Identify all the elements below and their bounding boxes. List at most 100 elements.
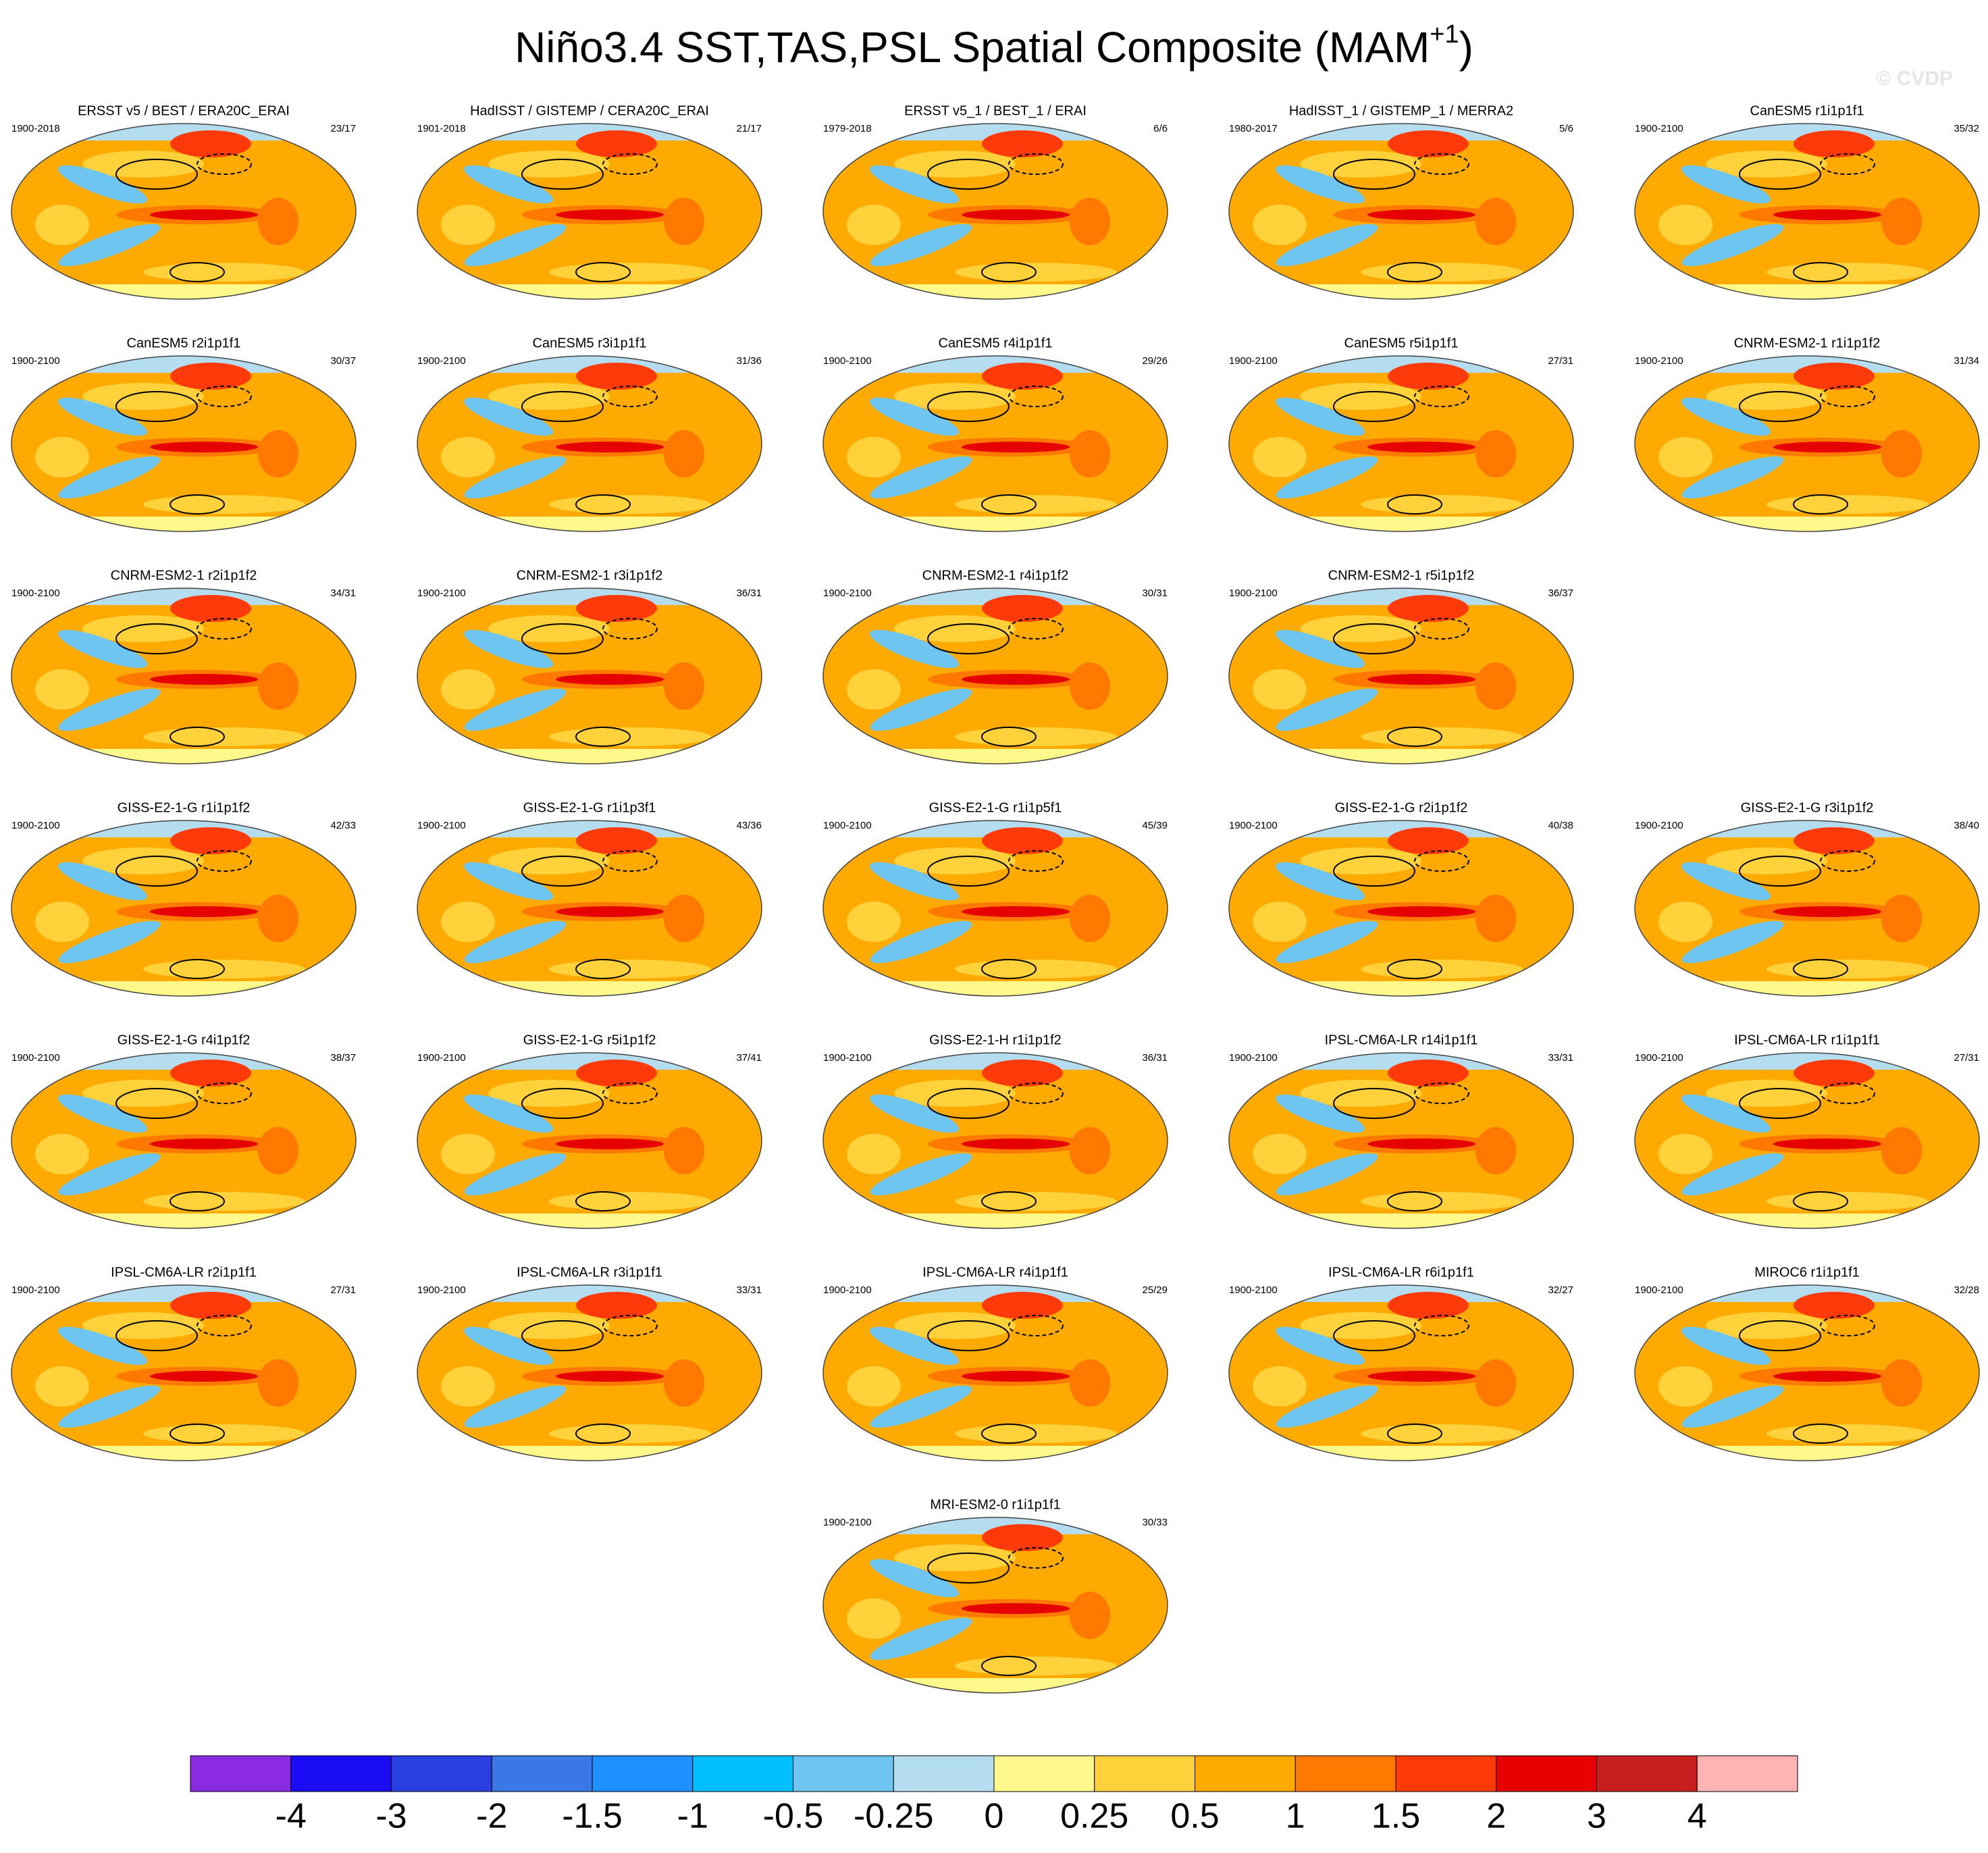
map xyxy=(1631,1049,1983,1234)
panel-period: 1900-2100 xyxy=(417,355,466,367)
map xyxy=(820,120,1171,305)
panel-title: CanESM5 r3i1p1f1 xyxy=(533,336,647,350)
panel-title: ERSST v5_1 / BEST_1 / ERAI xyxy=(904,103,1087,118)
map-panel: CanESM5 r4i1p1f1 1900-2100 29/26 xyxy=(820,336,1171,537)
panel-count: 27/31 xyxy=(1954,1052,1979,1064)
panel-count: 35/32 xyxy=(1954,123,1979,134)
panel-title: CNRM-ESM2-1 r4i1p1f2 xyxy=(922,568,1069,583)
title-main: Niño3.4 SST,TAS,PSL Spatial Composite (M… xyxy=(515,23,1430,72)
panel-count: 6/6 xyxy=(1153,123,1168,134)
panel-count: 27/31 xyxy=(1548,355,1573,367)
map-panel: MIROC6 r1i1p1f1 1900-2100 32/28 xyxy=(1631,1265,1983,1466)
panel-period: 1900-2100 xyxy=(1635,1284,1683,1296)
map xyxy=(1226,817,1577,1001)
colorbar-box xyxy=(993,1755,1095,1792)
panel-period: 1900-2100 xyxy=(1635,123,1683,134)
panel-period: 1979-2018 xyxy=(823,123,872,134)
colorbar-label: 4 xyxy=(1688,1797,1707,1836)
panel-period: 1900-2100 xyxy=(11,820,60,831)
colorbar-box xyxy=(190,1755,292,1792)
map-panel: GISS-E2-1-G r4i1p1f2 1900-2100 38/37 xyxy=(8,1033,359,1234)
map-panel: IPSL-CM6A-LR r2i1p1f1 1900-2100 27/31 xyxy=(8,1265,359,1466)
panel-title: CanESM5 r2i1p1f1 xyxy=(127,336,241,350)
panel-count: 36/31 xyxy=(1142,1052,1168,1064)
panel-period: 1900-2100 xyxy=(1229,355,1278,367)
panel-count: 34/31 xyxy=(330,588,356,599)
map xyxy=(414,353,765,537)
map-panel: GISS-E2-1-G r1i1p3f1 1900-2100 43/36 xyxy=(414,800,765,1001)
panel-count: 32/27 xyxy=(1548,1284,1573,1296)
map xyxy=(1226,585,1577,769)
colorbar-box xyxy=(592,1755,694,1792)
panel-count: 45/39 xyxy=(1142,820,1168,831)
map xyxy=(1226,353,1577,537)
panel-period: 1900-2018 xyxy=(11,123,60,134)
panel-title: CanESM5 r1i1p1f1 xyxy=(1750,103,1864,118)
map-panel: CNRM-ESM2-1 r5i1p1f2 1900-2100 36/37 xyxy=(1226,568,1577,769)
colorbar-label: -4 xyxy=(276,1797,307,1836)
panel-period: 1900-2100 xyxy=(1635,820,1683,831)
colorbar-box xyxy=(1596,1755,1698,1792)
map-panel: ERSST v5 / BEST / ERA20C_ERAI 1900-2018 23… xyxy=(8,103,359,305)
map-panel: GISS-E2-1-G r2i1p1f2 1900-2100 40/38 xyxy=(1226,800,1577,1001)
panel-count: 37/41 xyxy=(736,1052,762,1064)
map xyxy=(1226,1049,1577,1234)
panel-period: 1900-2100 xyxy=(823,1052,872,1064)
map-panel: CNRM-ESM2-1 r4i1p1f2 1900-2100 30/31 xyxy=(820,568,1171,769)
panel-count: 33/31 xyxy=(736,1284,762,1296)
map xyxy=(1631,1282,1983,1466)
colorbar-box xyxy=(1395,1755,1497,1792)
colorbar-box xyxy=(692,1755,793,1792)
panel-count: 38/37 xyxy=(330,1052,356,1064)
colorbar-label: 0.5 xyxy=(1170,1797,1219,1836)
panel-period: 1900-2100 xyxy=(1229,1284,1278,1296)
colorbar-box xyxy=(893,1755,995,1792)
panel-period: 1900-2100 xyxy=(823,1517,872,1528)
panel-period: 1900-2100 xyxy=(11,1284,60,1296)
panel-count: 33/31 xyxy=(1548,1052,1573,1064)
panel-count: 30/31 xyxy=(1142,588,1168,599)
panel-period: 1900-2100 xyxy=(823,1284,872,1296)
panel-period: 1900-2100 xyxy=(11,355,60,367)
panel-count: 27/31 xyxy=(330,1284,356,1296)
map xyxy=(1631,817,1983,1001)
panel-count: 29/26 xyxy=(1142,355,1168,367)
map-panel: GISS-E2-1-G r1i1p5f1 1900-2100 45/39 xyxy=(820,800,1171,1001)
map xyxy=(8,353,359,537)
map xyxy=(1631,353,1983,537)
title-superscript: +1 xyxy=(1430,20,1459,49)
panel-title: CNRM-ESM2-1 r3i1p1f2 xyxy=(517,568,663,583)
panel-title: HadISST_1 / GISTEMP_1 / MERRA2 xyxy=(1289,103,1513,118)
map xyxy=(820,817,1171,1001)
panel-period: 1900-2100 xyxy=(1635,1052,1683,1064)
chart-title: Niño3.4 SST,TAS,PSL Spatial Composite (M… xyxy=(515,20,1473,72)
map-panel: GISS-E2-1-H r1i1p1f2 1900-2100 36/31 xyxy=(820,1033,1171,1234)
colorbar-label: -2 xyxy=(476,1797,507,1836)
panel-title: GISS-E2-1-G r1i1p5f1 xyxy=(929,800,1062,815)
panel-count: 32/28 xyxy=(1954,1284,1979,1296)
colorbar-label: 0 xyxy=(985,1797,1004,1836)
map xyxy=(1226,120,1577,305)
map-panel: GISS-E2-1-G r3i1p1f2 1900-2100 38/40 xyxy=(1631,800,1983,1001)
map xyxy=(820,1049,1171,1234)
panel-title: CNRM-ESM2-1 r2i1p1f2 xyxy=(111,568,257,583)
panel-title: CNRM-ESM2-1 r1i1p1f2 xyxy=(1734,336,1881,350)
panel-period: 1900-2100 xyxy=(1229,1052,1278,1064)
map-panel: IPSL-CM6A-LR r3i1p1f1 1900-2100 33/31 xyxy=(414,1265,765,1466)
panel-period: 1900-2100 xyxy=(11,588,60,599)
title-end: ) xyxy=(1459,23,1473,72)
watermark: © CVDP xyxy=(1876,68,1953,90)
panel-title: GISS-E2-1-G r1i1p3f1 xyxy=(523,800,656,815)
panel-period: 1900-2100 xyxy=(823,820,872,831)
map-panel: ERSST v5_1 / BEST_1 / ERAI 1979-2018 6/6 xyxy=(820,103,1171,305)
map-panel: IPSL-CM6A-LR r14i1p1f1 1900-2100 33/31 xyxy=(1226,1033,1577,1234)
panel-title: GISS-E2-1-G r4i1p1f2 xyxy=(117,1033,251,1047)
panel-count: 40/38 xyxy=(1548,820,1573,831)
map-panel: HadISST / GISTEMP / CERA20C_ERAI 1901-201… xyxy=(414,103,765,305)
colorbar-label: 1.5 xyxy=(1371,1797,1420,1836)
colorbar-label: -1 xyxy=(677,1797,708,1836)
colorbar-box xyxy=(1195,1755,1296,1792)
colorbar-box xyxy=(1496,1755,1597,1792)
panel-title: GISS-E2-1-G r2i1p1f2 xyxy=(1335,800,1468,815)
panel-count: 21/17 xyxy=(736,123,762,134)
